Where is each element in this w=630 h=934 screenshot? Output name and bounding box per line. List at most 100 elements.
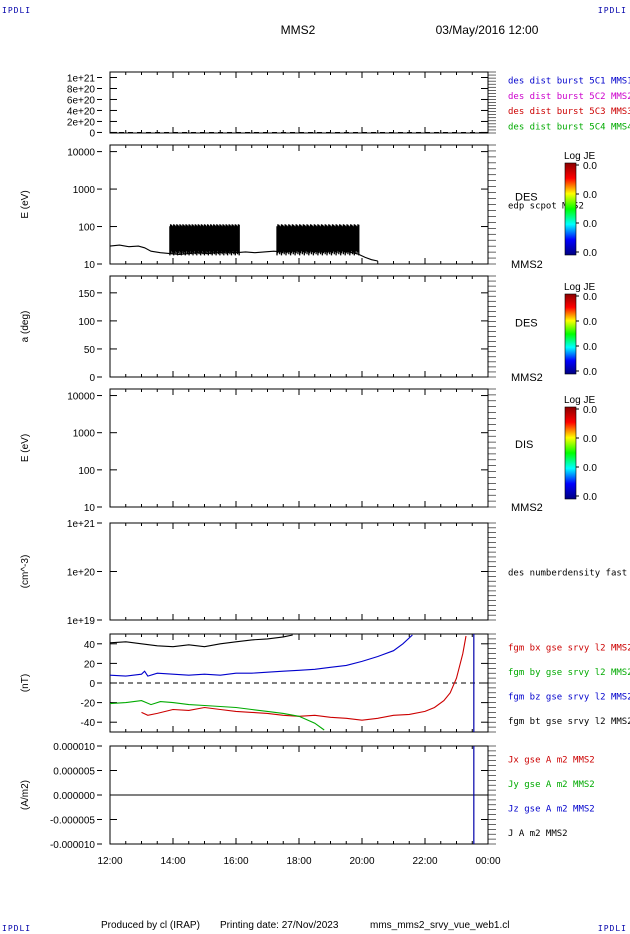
time-tick-label: 22:00 xyxy=(412,856,437,867)
legend-entry: fgm bz gse srvy l2 MMS2 xyxy=(508,692,630,702)
corner-label-top-right: IPDLI xyxy=(597,6,627,15)
spike-series xyxy=(169,224,240,256)
legend-entry: J A m2 MMS2 xyxy=(508,829,568,839)
series-line xyxy=(141,635,467,721)
y-tick-label: 10000 xyxy=(67,392,95,403)
instrument-label: DES xyxy=(515,192,538,204)
colorbar-tick-label: 0.0 xyxy=(583,463,597,474)
legend-entry: des numberdensity fast M xyxy=(508,569,630,579)
time-tick-label: 12:00 xyxy=(97,856,122,867)
time-tick-label: 00:00 xyxy=(475,856,500,867)
y-tick-label: 2e+20 xyxy=(67,117,96,128)
y-tick-label: 1e+19 xyxy=(67,616,96,627)
footer-printing-date: Printing date: 27/Nov/2023 xyxy=(220,920,339,931)
time-tick-label: 18:00 xyxy=(286,856,311,867)
y-tick-label: 0.000010 xyxy=(53,742,95,753)
panel-frame xyxy=(109,388,489,508)
y-tick-label: 0.000000 xyxy=(53,791,95,802)
colorbar xyxy=(564,162,577,256)
instrument-label: DES xyxy=(515,318,538,330)
y-tick-label: 1e+20 xyxy=(67,568,96,579)
y-tick-label: 10000 xyxy=(67,148,95,159)
y-tick-label: 1e+21 xyxy=(67,73,96,84)
legend-entry: fgm bx gse srvy l2 MMS2 xyxy=(508,643,630,653)
legend-entry: fgm bt gse srvy l2 MMS2 xyxy=(508,717,630,727)
y-tick-label: 0.000005 xyxy=(53,767,95,778)
colorbar-tick-label: 0.0 xyxy=(583,492,597,503)
colorbar-tick-label: 0.0 xyxy=(583,248,597,259)
colorbar-tick-label: 0.0 xyxy=(583,434,597,445)
colorbar-tick-label: 0.0 xyxy=(583,161,597,172)
colorbar xyxy=(564,406,577,500)
datetime-title: 03/May/2016 12:00 xyxy=(436,23,539,37)
legend-entry: edp scpot MMS2 xyxy=(508,202,584,212)
panel-p7: -0.000010 -0.000005 0.000000 0.000005 0.0000… xyxy=(20,742,595,851)
y-tick-label: 8e+20 xyxy=(67,84,96,95)
time-tick-label: 14:00 xyxy=(160,856,185,867)
colorbar-tick-label: 0.0 xyxy=(583,317,597,328)
y-tick-label: 100 xyxy=(78,317,95,328)
y-tick-label: 1000 xyxy=(73,185,96,196)
panel-p5: 1e+19 1e+20 1e+21 (cm^-3) des numberdensity … xyxy=(20,519,630,627)
spacecraft-label: MMS2 xyxy=(511,372,543,384)
y-tick-label: -0.000005 xyxy=(50,816,95,827)
colorbar xyxy=(564,293,577,375)
panel-frame xyxy=(109,522,489,621)
series-line xyxy=(109,634,413,677)
legend-entry: des dist burst 5C1 MMS1 xyxy=(508,77,630,87)
spacecraft-label: MMS2 xyxy=(511,259,543,271)
y-tick-label: -20 xyxy=(81,699,96,710)
spike-series xyxy=(276,224,360,256)
instrument-label: DIS xyxy=(515,439,533,451)
colorbar-tick-label: 0.0 xyxy=(583,292,597,303)
colorbar-title: Log JE xyxy=(564,395,595,406)
colorbar-tick-label: 0.0 xyxy=(583,219,597,230)
y-tick-label: -40 xyxy=(81,718,96,729)
y-tick-label: 4e+20 xyxy=(67,106,96,117)
legend-entry: Jz gse A m2 MMS2 xyxy=(508,804,595,814)
time-tick-label: 16:00 xyxy=(223,856,248,867)
y-tick-label: 100 xyxy=(78,223,95,234)
y-tick-label: 1000 xyxy=(73,429,96,440)
legend-entry: des dist burst 5C2 MMS2 xyxy=(508,92,630,102)
corner-label-top-left: IPDLI xyxy=(2,6,32,15)
legend-entry: des dist burst 5C4 MMS4 xyxy=(508,122,630,132)
y-axis-label: E (eV) xyxy=(20,434,31,462)
legend-entry: Jy gse A m2 MMS2 xyxy=(508,780,595,790)
corner-label-bottom-left: IPDLI xyxy=(2,924,32,933)
y-tick-label: 50 xyxy=(84,345,96,356)
footer-filename: mms_mms2_srvy_vue_web1.cl xyxy=(370,920,510,931)
spacecraft-label: MMS2 xyxy=(511,502,543,514)
colorbar-tick-label: 0.0 xyxy=(583,342,597,353)
y-axis-label: (cm^-3) xyxy=(20,555,31,589)
panel-frame xyxy=(109,71,489,134)
colorbar-tick-label: 0.0 xyxy=(583,405,597,416)
y-axis-label: E (eV) xyxy=(20,190,31,218)
y-tick-label: 0 xyxy=(89,679,95,690)
y-tick-label: 6e+20 xyxy=(67,95,96,106)
corner-label-bottom-right: IPDLI xyxy=(597,924,627,933)
series-line xyxy=(109,634,293,648)
panel-frame xyxy=(109,275,489,378)
y-tick-label: 20 xyxy=(84,659,96,670)
y-axis-label: (nT) xyxy=(20,674,31,692)
legend-entry: des dist burst 5C3 MMS3 xyxy=(508,107,630,117)
series-line xyxy=(109,700,325,731)
y-tick-label: 100 xyxy=(78,466,95,477)
panel-p6: -40 -20 0 20 40 (nT) fgm bx gse srvy l2 MMS2 fg… xyxy=(20,633,630,733)
y-tick-label: 10 xyxy=(84,260,96,271)
legend-entry: Jx gse A m2 MMS2 xyxy=(508,755,595,765)
y-axis-label: (A/m2) xyxy=(20,780,31,810)
colorbar-title: Log JE xyxy=(564,282,595,293)
footer-produced-by: Produced by cl (IRAP) xyxy=(101,920,200,931)
y-tick-label: 10 xyxy=(84,503,96,514)
legend-entry: fgm by gse srvy l2 MMS2 xyxy=(508,668,630,678)
y-axis-label: a (deg) xyxy=(20,311,31,343)
colorbar-tick-label: 0.0 xyxy=(583,367,597,378)
y-tick-label: 1e+21 xyxy=(67,519,96,530)
